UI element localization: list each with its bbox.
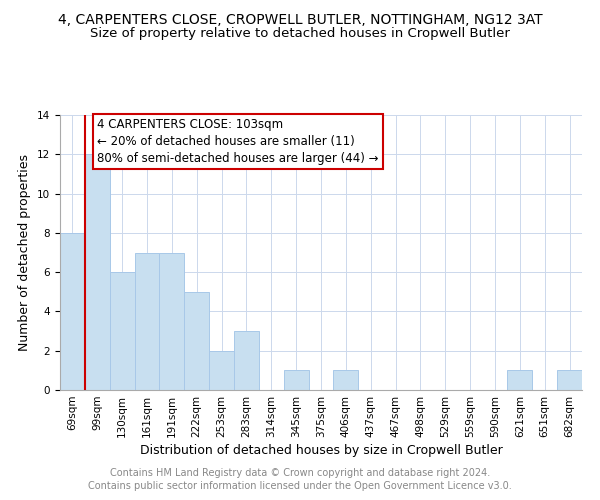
Text: 4 CARPENTERS CLOSE: 103sqm
← 20% of detached houses are smaller (11)
80% of semi: 4 CARPENTERS CLOSE: 103sqm ← 20% of deta… bbox=[97, 118, 379, 165]
X-axis label: Distribution of detached houses by size in Cropwell Butler: Distribution of detached houses by size … bbox=[140, 444, 502, 457]
Bar bbox=[557, 370, 582, 390]
Bar bbox=[209, 350, 234, 390]
Y-axis label: Number of detached properties: Number of detached properties bbox=[19, 154, 31, 351]
Bar bbox=[60, 233, 85, 390]
Bar bbox=[508, 370, 532, 390]
Bar bbox=[110, 272, 134, 390]
Bar bbox=[85, 154, 110, 390]
Bar bbox=[184, 292, 209, 390]
Bar bbox=[160, 252, 184, 390]
Text: Contains public sector information licensed under the Open Government Licence v3: Contains public sector information licen… bbox=[88, 481, 512, 491]
Bar bbox=[134, 252, 160, 390]
Bar bbox=[234, 331, 259, 390]
Text: 4, CARPENTERS CLOSE, CROPWELL BUTLER, NOTTINGHAM, NG12 3AT: 4, CARPENTERS CLOSE, CROPWELL BUTLER, NO… bbox=[58, 12, 542, 26]
Bar bbox=[334, 370, 358, 390]
Bar bbox=[284, 370, 308, 390]
Text: Size of property relative to detached houses in Cropwell Butler: Size of property relative to detached ho… bbox=[90, 28, 510, 40]
Text: Contains HM Land Registry data © Crown copyright and database right 2024.: Contains HM Land Registry data © Crown c… bbox=[110, 468, 490, 477]
